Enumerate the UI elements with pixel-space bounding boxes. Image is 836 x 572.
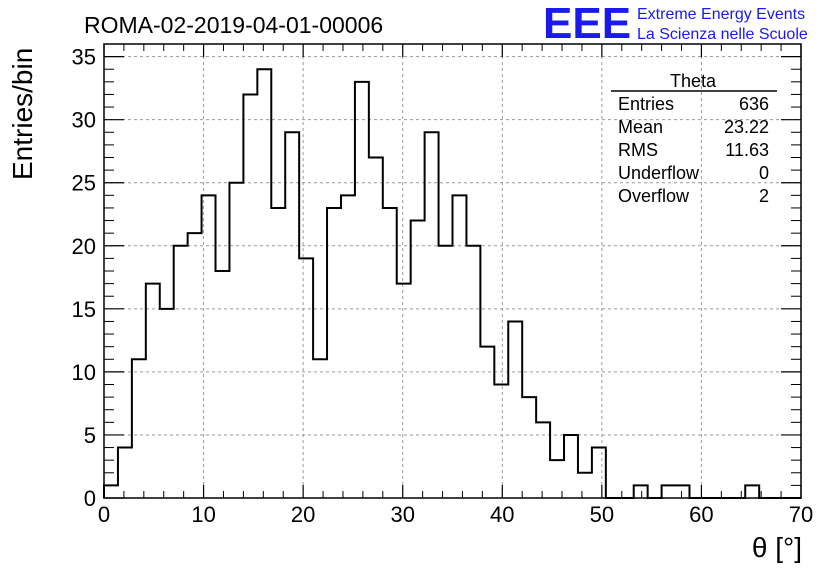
y-tick-label: 5 [84, 423, 96, 448]
stats-label-overflow: Overflow [618, 186, 690, 206]
x-tick-label: 70 [789, 502, 813, 527]
y-tick-label: 35 [72, 45, 96, 70]
brand-line-1: Extreme Energy Events [637, 6, 805, 23]
y-tick-label: 25 [72, 171, 96, 196]
stats-value-mean: 23.22 [724, 117, 769, 137]
x-tick-label: 10 [191, 502, 215, 527]
x-tick-label: 40 [490, 502, 514, 527]
y-tick-label: 15 [72, 297, 96, 322]
stats-value-rms: 11.63 [725, 140, 769, 160]
stats-label-underflow: Underflow [618, 163, 700, 183]
stats-title: Theta [670, 71, 717, 91]
stats-value-overflow: 2 [759, 186, 769, 206]
x-axis-title: θ [°] [752, 532, 802, 563]
x-tick-label: 0 [98, 502, 110, 527]
stats-label-entries: Entries [618, 94, 674, 114]
brand-line-2: La Scienza nelle Scuole [637, 26, 808, 43]
y-axis-title: Entries/bin [7, 48, 38, 180]
y-tick-label: 10 [72, 360, 96, 385]
histogram-step-line [103, 68, 801, 499]
stats-label-mean: Mean [618, 117, 663, 137]
eee-logo: EEE [543, 0, 631, 48]
x-tick-label: 50 [590, 502, 614, 527]
stats-label-rms: RMS [618, 140, 658, 160]
plot-frame [103, 43, 802, 499]
stats-box: Theta Entries 636 Mean 23.22 RMS 11.63 U… [611, 71, 777, 206]
stats-value-entries: 636 [739, 94, 769, 114]
chart-title: ROMA-02-2019-04-01-00006 [84, 12, 383, 38]
x-tick-label: 30 [390, 502, 414, 527]
y-tick-label: 20 [72, 234, 96, 259]
x-tick-label: 20 [291, 502, 315, 527]
stats-value-underflow: 0 [759, 163, 769, 183]
y-tick-label: 30 [72, 108, 96, 133]
x-tick-label: 60 [689, 502, 713, 527]
y-tick-label: 0 [84, 486, 96, 511]
axis-ticks [103, 43, 802, 499]
grid-lines [104, 44, 801, 498]
